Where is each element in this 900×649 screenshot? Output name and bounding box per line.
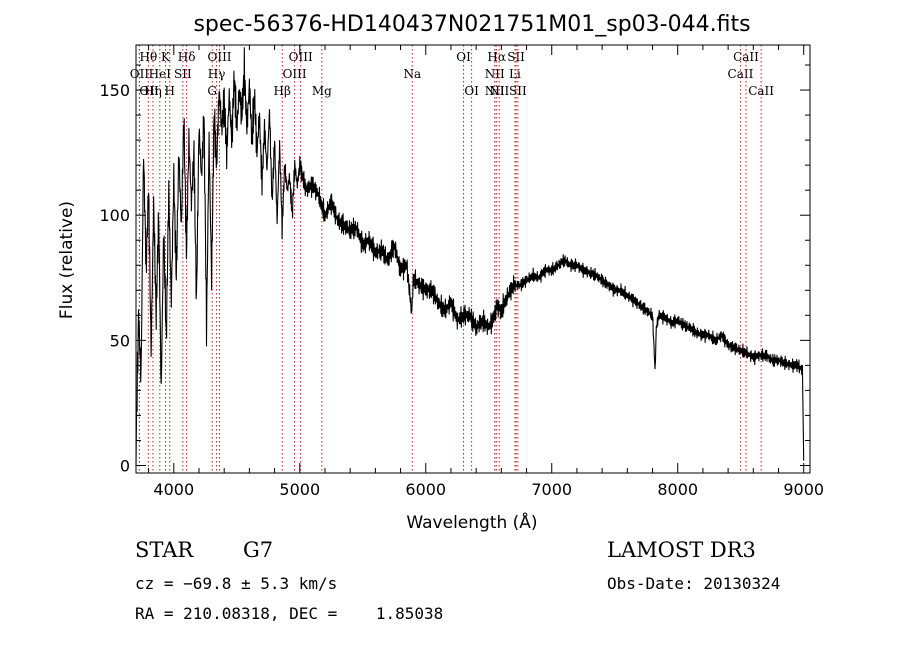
x-tick-label: 9000	[783, 480, 824, 499]
line-marker-label: HeI	[149, 67, 172, 81]
line-marker-label: H	[165, 84, 175, 98]
line-marker-label: OI	[464, 84, 479, 98]
line-marker-label: Hβ	[274, 84, 291, 98]
y-tick-label: 100	[99, 206, 130, 225]
redshift-text: cz = −69.8 ± 5.3 km/s	[135, 574, 337, 593]
line-marker-label: Na	[403, 67, 421, 81]
x-axis-label: Wavelength (Å)	[406, 511, 537, 533]
line-marker-label: Hδ	[178, 50, 196, 64]
x-tick-label: 8000	[657, 480, 698, 499]
y-tick-label: 50	[110, 331, 130, 350]
survey-name: LAMOST DR3	[607, 538, 756, 562]
line-marker-label: G	[207, 84, 217, 98]
line-marker-label: CaII	[728, 67, 754, 81]
line-marker-label: Hη	[144, 84, 162, 98]
x-tick-label: 7000	[531, 480, 572, 499]
line-marker-label: Hγ	[208, 67, 226, 81]
spectrum-line	[135, 47, 805, 467]
y-tick-label: 0	[120, 456, 130, 475]
line-marker-label: OII	[139, 84, 159, 98]
line-marker-label: K	[161, 50, 171, 64]
coords-text: RA = 210.08318, DEC = 1.85038	[135, 604, 443, 623]
line-marker-label: OI	[456, 50, 471, 64]
line-marker-label: Li	[509, 67, 521, 81]
line-marker-label: SII	[507, 50, 525, 64]
line-marker-label: Mg	[312, 84, 332, 98]
y-axis-ticks: 0 50 100 150	[99, 64, 810, 475]
line-marker-label: Hθ	[139, 50, 157, 64]
line-marker-label: NII	[485, 84, 505, 98]
line-marker-label: Hα	[487, 50, 506, 64]
y-tick-label: 150	[99, 81, 130, 100]
line-marker-label: OIII	[283, 67, 307, 81]
spectral-subclass: G7	[243, 538, 273, 562]
x-tick-label: 5000	[279, 480, 320, 499]
x-tick-label: 6000	[405, 480, 446, 499]
obs-date-text: Obs-Date: 20130324	[607, 574, 780, 593]
line-marker-label: CaII	[733, 50, 759, 64]
object-class: STAR	[135, 538, 194, 562]
line-marker-label: SII	[174, 67, 192, 81]
y-axis-label: Flux (relative)	[57, 201, 77, 319]
x-tick-label: 4000	[153, 480, 194, 499]
plot-frame	[135, 44, 811, 474]
chart-title: spec-56376-HD140437N021751M01_sp03-044.f…	[193, 12, 750, 37]
line-marker-label: NII	[489, 84, 509, 98]
line-marker-label: SII	[509, 84, 527, 98]
x-axis-ticks: 4000 5000 6000 7000 8000 9000	[148, 45, 824, 499]
line-marker-label: CaII	[748, 84, 774, 98]
line-marker-label: OIII	[289, 50, 313, 64]
line-marker-label: OIII	[207, 50, 231, 64]
